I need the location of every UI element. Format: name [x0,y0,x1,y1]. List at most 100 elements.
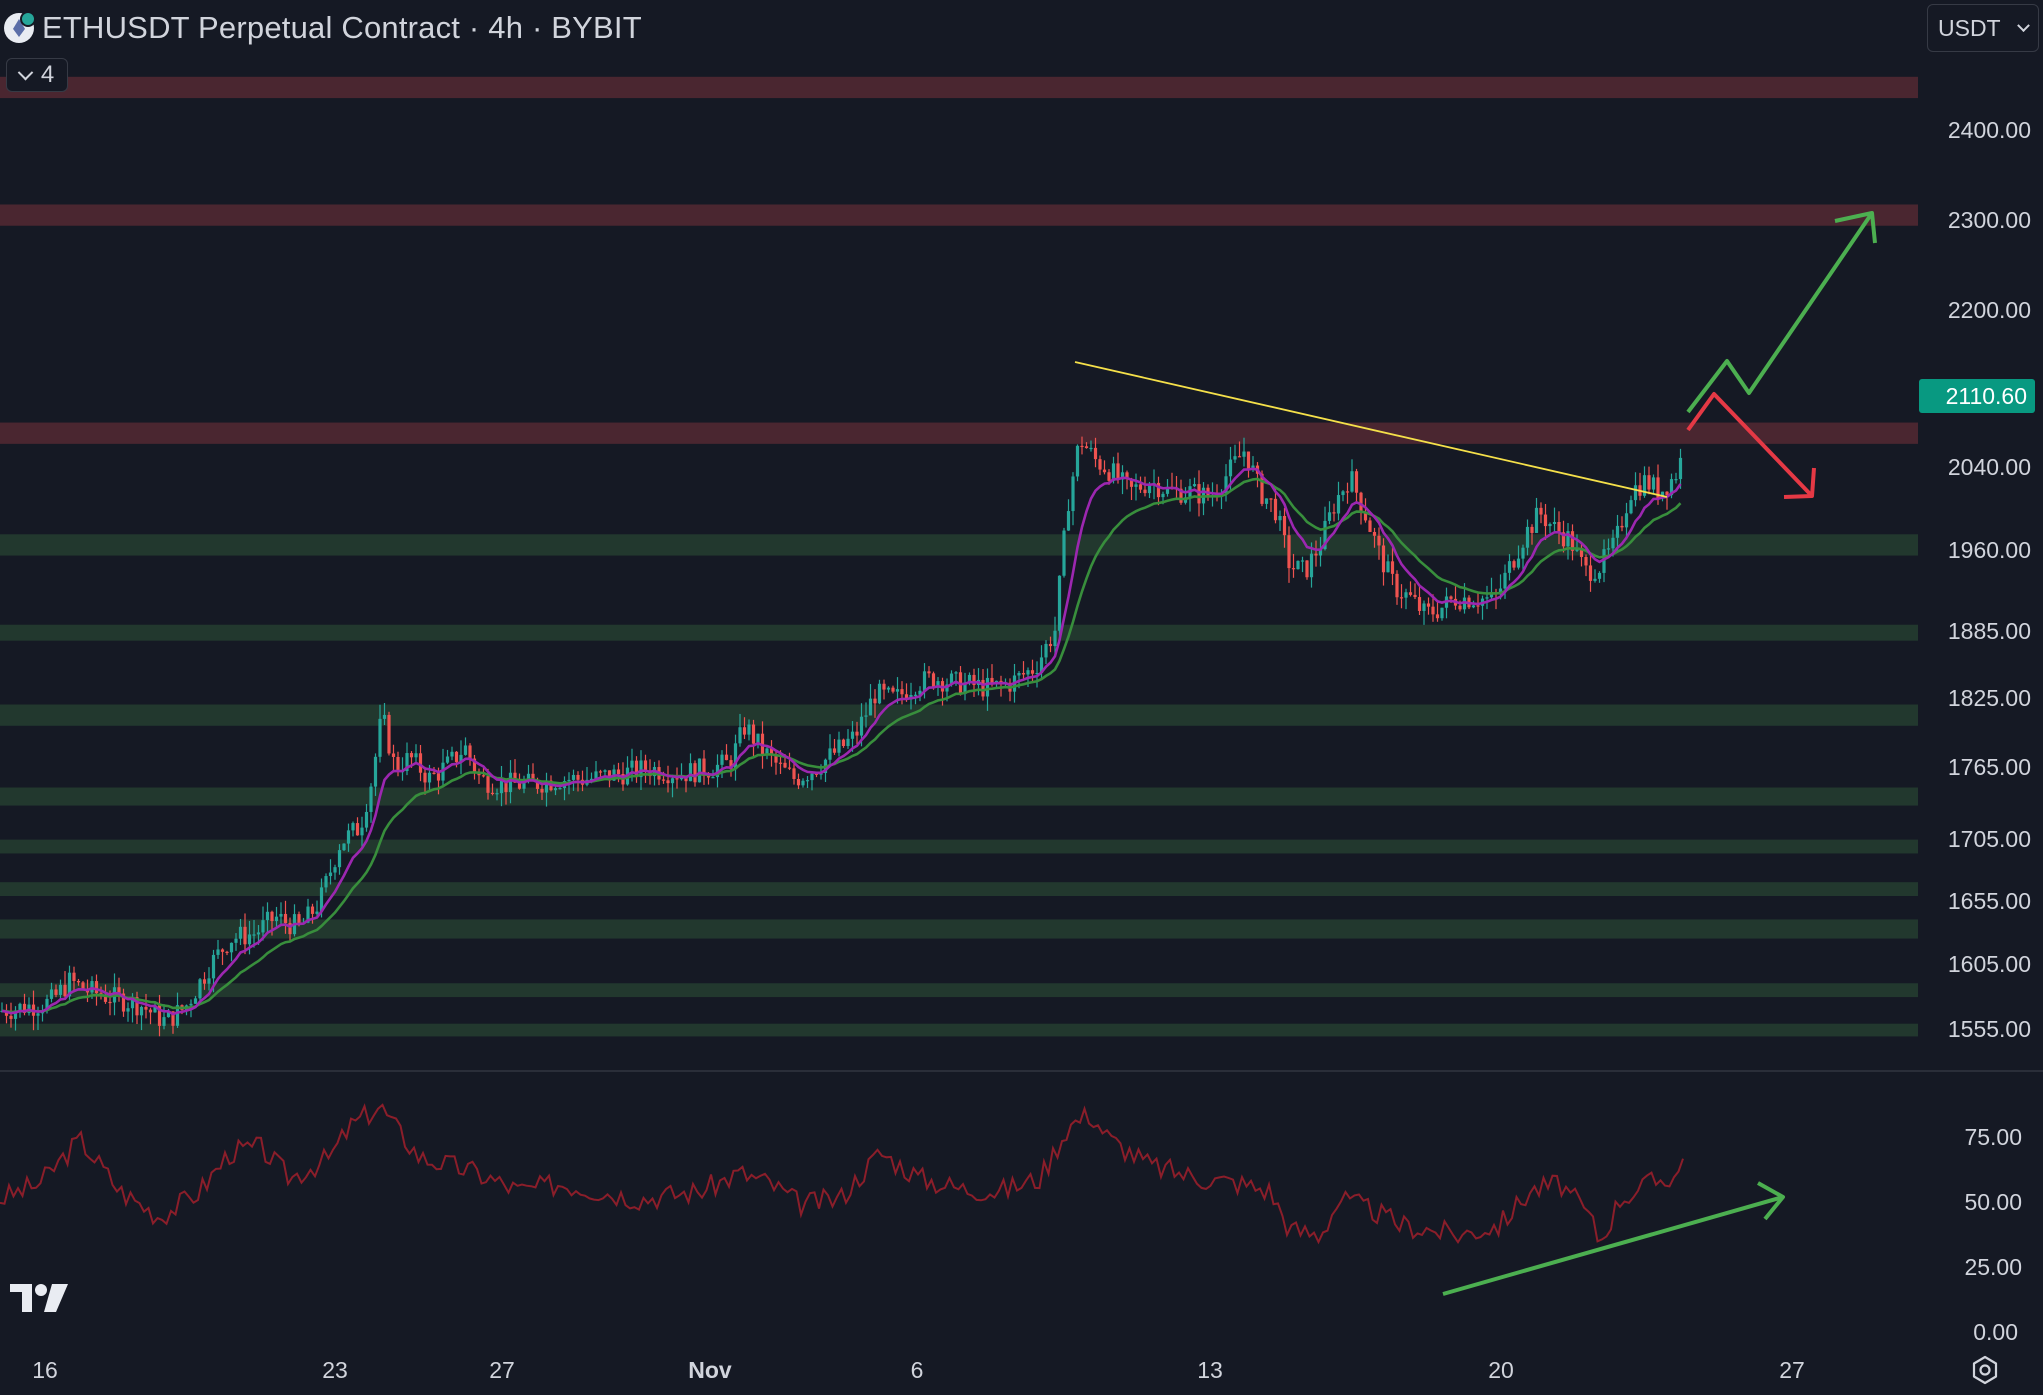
candle-down[interactable] [355,823,360,836]
candle-up[interactable] [877,683,882,704]
candle-down[interactable] [783,762,787,768]
candle-up[interactable] [328,872,333,877]
candle-up[interactable] [1521,547,1525,559]
candle-up[interactable] [1552,521,1557,525]
candle-down[interactable] [661,779,666,781]
candle-up[interactable] [828,748,832,760]
candle-up[interactable] [369,786,373,812]
candle-down[interactable] [873,698,877,704]
candle-up[interactable] [697,758,702,783]
candle-down[interactable] [1080,445,1084,448]
candle-down[interactable] [1305,560,1309,578]
candle-up[interactable] [139,1006,144,1016]
candle-up[interactable] [252,934,256,936]
candle-up[interactable] [1035,672,1039,675]
candle-up[interactable] [1057,575,1062,631]
candle-up[interactable] [949,673,954,685]
descending-trendline[interactable] [1074,361,1668,498]
candle-up[interactable] [67,972,72,997]
support-zone[interactable] [0,882,1918,897]
candle-down[interactable] [693,763,697,783]
symbol-title[interactable]: ETHUSDT Perpetual Contract · 4h · BYBIT [42,10,642,45]
resistance-zone[interactable] [0,422,1918,444]
candle-down[interactable] [927,671,931,674]
support-zone[interactable] [0,534,1918,556]
candle-down[interactable] [598,771,603,773]
candle-up[interactable] [256,932,261,935]
candle-up[interactable] [1498,588,1503,595]
candle-down[interactable] [297,914,301,924]
candle-up[interactable] [850,731,855,739]
candle-up[interactable] [166,1011,171,1018]
candle-up[interactable] [1642,475,1647,496]
candle-up[interactable] [1264,498,1269,504]
candle-down[interactable] [283,913,288,924]
candle-down[interactable] [1093,447,1098,460]
candle-up[interactable] [810,773,814,781]
candle-up[interactable] [733,743,738,770]
candle-down[interactable] [1372,531,1377,536]
candle-up[interactable] [247,934,252,945]
candle-up[interactable] [715,764,720,778]
candle-down[interactable] [1588,565,1593,581]
candle-down[interactable] [1584,556,1588,566]
candle-up[interactable] [1161,493,1165,498]
candle-down[interactable] [1314,553,1318,556]
candle-up[interactable] [211,954,216,979]
candle-up[interactable] [864,715,868,717]
candle-up[interactable] [1534,507,1539,533]
candle-up[interactable] [765,748,769,755]
candle-up[interactable] [1066,511,1071,531]
candle-down[interactable] [1107,472,1111,481]
candle-down[interactable] [778,762,783,764]
candle-up[interactable] [333,867,337,873]
candle-down[interactable] [1579,548,1584,557]
candle-up[interactable] [1026,670,1030,675]
candle-down[interactable] [270,911,274,922]
candle-up[interactable] [463,745,468,755]
candle-down[interactable] [387,714,391,754]
candle-down[interactable] [454,751,459,763]
candle-up[interactable] [360,827,364,836]
candle-up[interactable] [805,780,810,782]
candle-up[interactable] [837,739,841,753]
candle-down[interactable] [1237,456,1242,458]
candle-up[interactable] [382,714,387,719]
candle-up[interactable] [1228,459,1233,477]
candle-down[interactable] [1399,597,1404,599]
candle-up[interactable] [1336,495,1341,514]
candle-up[interactable] [1485,597,1489,599]
candle-down[interactable] [1390,561,1395,574]
candle-down[interactable] [841,739,846,747]
candle-down[interactable] [391,753,396,757]
candle-down[interactable] [1116,463,1120,480]
candle-up[interactable] [571,774,576,780]
candle-down[interactable] [468,745,472,759]
candle-up[interactable] [459,754,463,763]
candle-up[interactable] [234,938,238,943]
candle-down[interactable] [225,951,229,954]
resistance-zone[interactable] [0,204,1918,226]
candle-down[interactable] [1129,478,1134,487]
candle-up[interactable] [238,926,243,939]
candle-down[interactable] [634,760,639,778]
candle-down[interactable] [1363,512,1368,521]
candle-down[interactable] [1561,532,1566,547]
candle-down[interactable] [1260,473,1264,504]
candle-down[interactable] [1377,535,1381,546]
candle-down[interactable] [702,758,706,776]
candle-down[interactable] [616,769,621,774]
gear-icon[interactable] [1970,1355,2000,1385]
candle-down[interactable] [774,754,778,763]
candle-up[interactable] [364,811,369,828]
time-axis[interactable]: 16 23 27 Nov 6 13 20 27 [32,1357,1805,1383]
candle-up[interactable] [846,738,850,747]
symbol-header[interactable]: ETHUSDT Perpetual Contract · 4h · BYBIT [4,6,642,50]
candle-up[interactable] [1242,451,1246,457]
candle-down[interactable] [1458,605,1462,610]
candle-down[interactable] [931,673,936,688]
candle-down[interactable] [72,972,76,981]
candle-down[interactable] [1395,573,1399,598]
candle-up[interactable] [1296,560,1300,570]
